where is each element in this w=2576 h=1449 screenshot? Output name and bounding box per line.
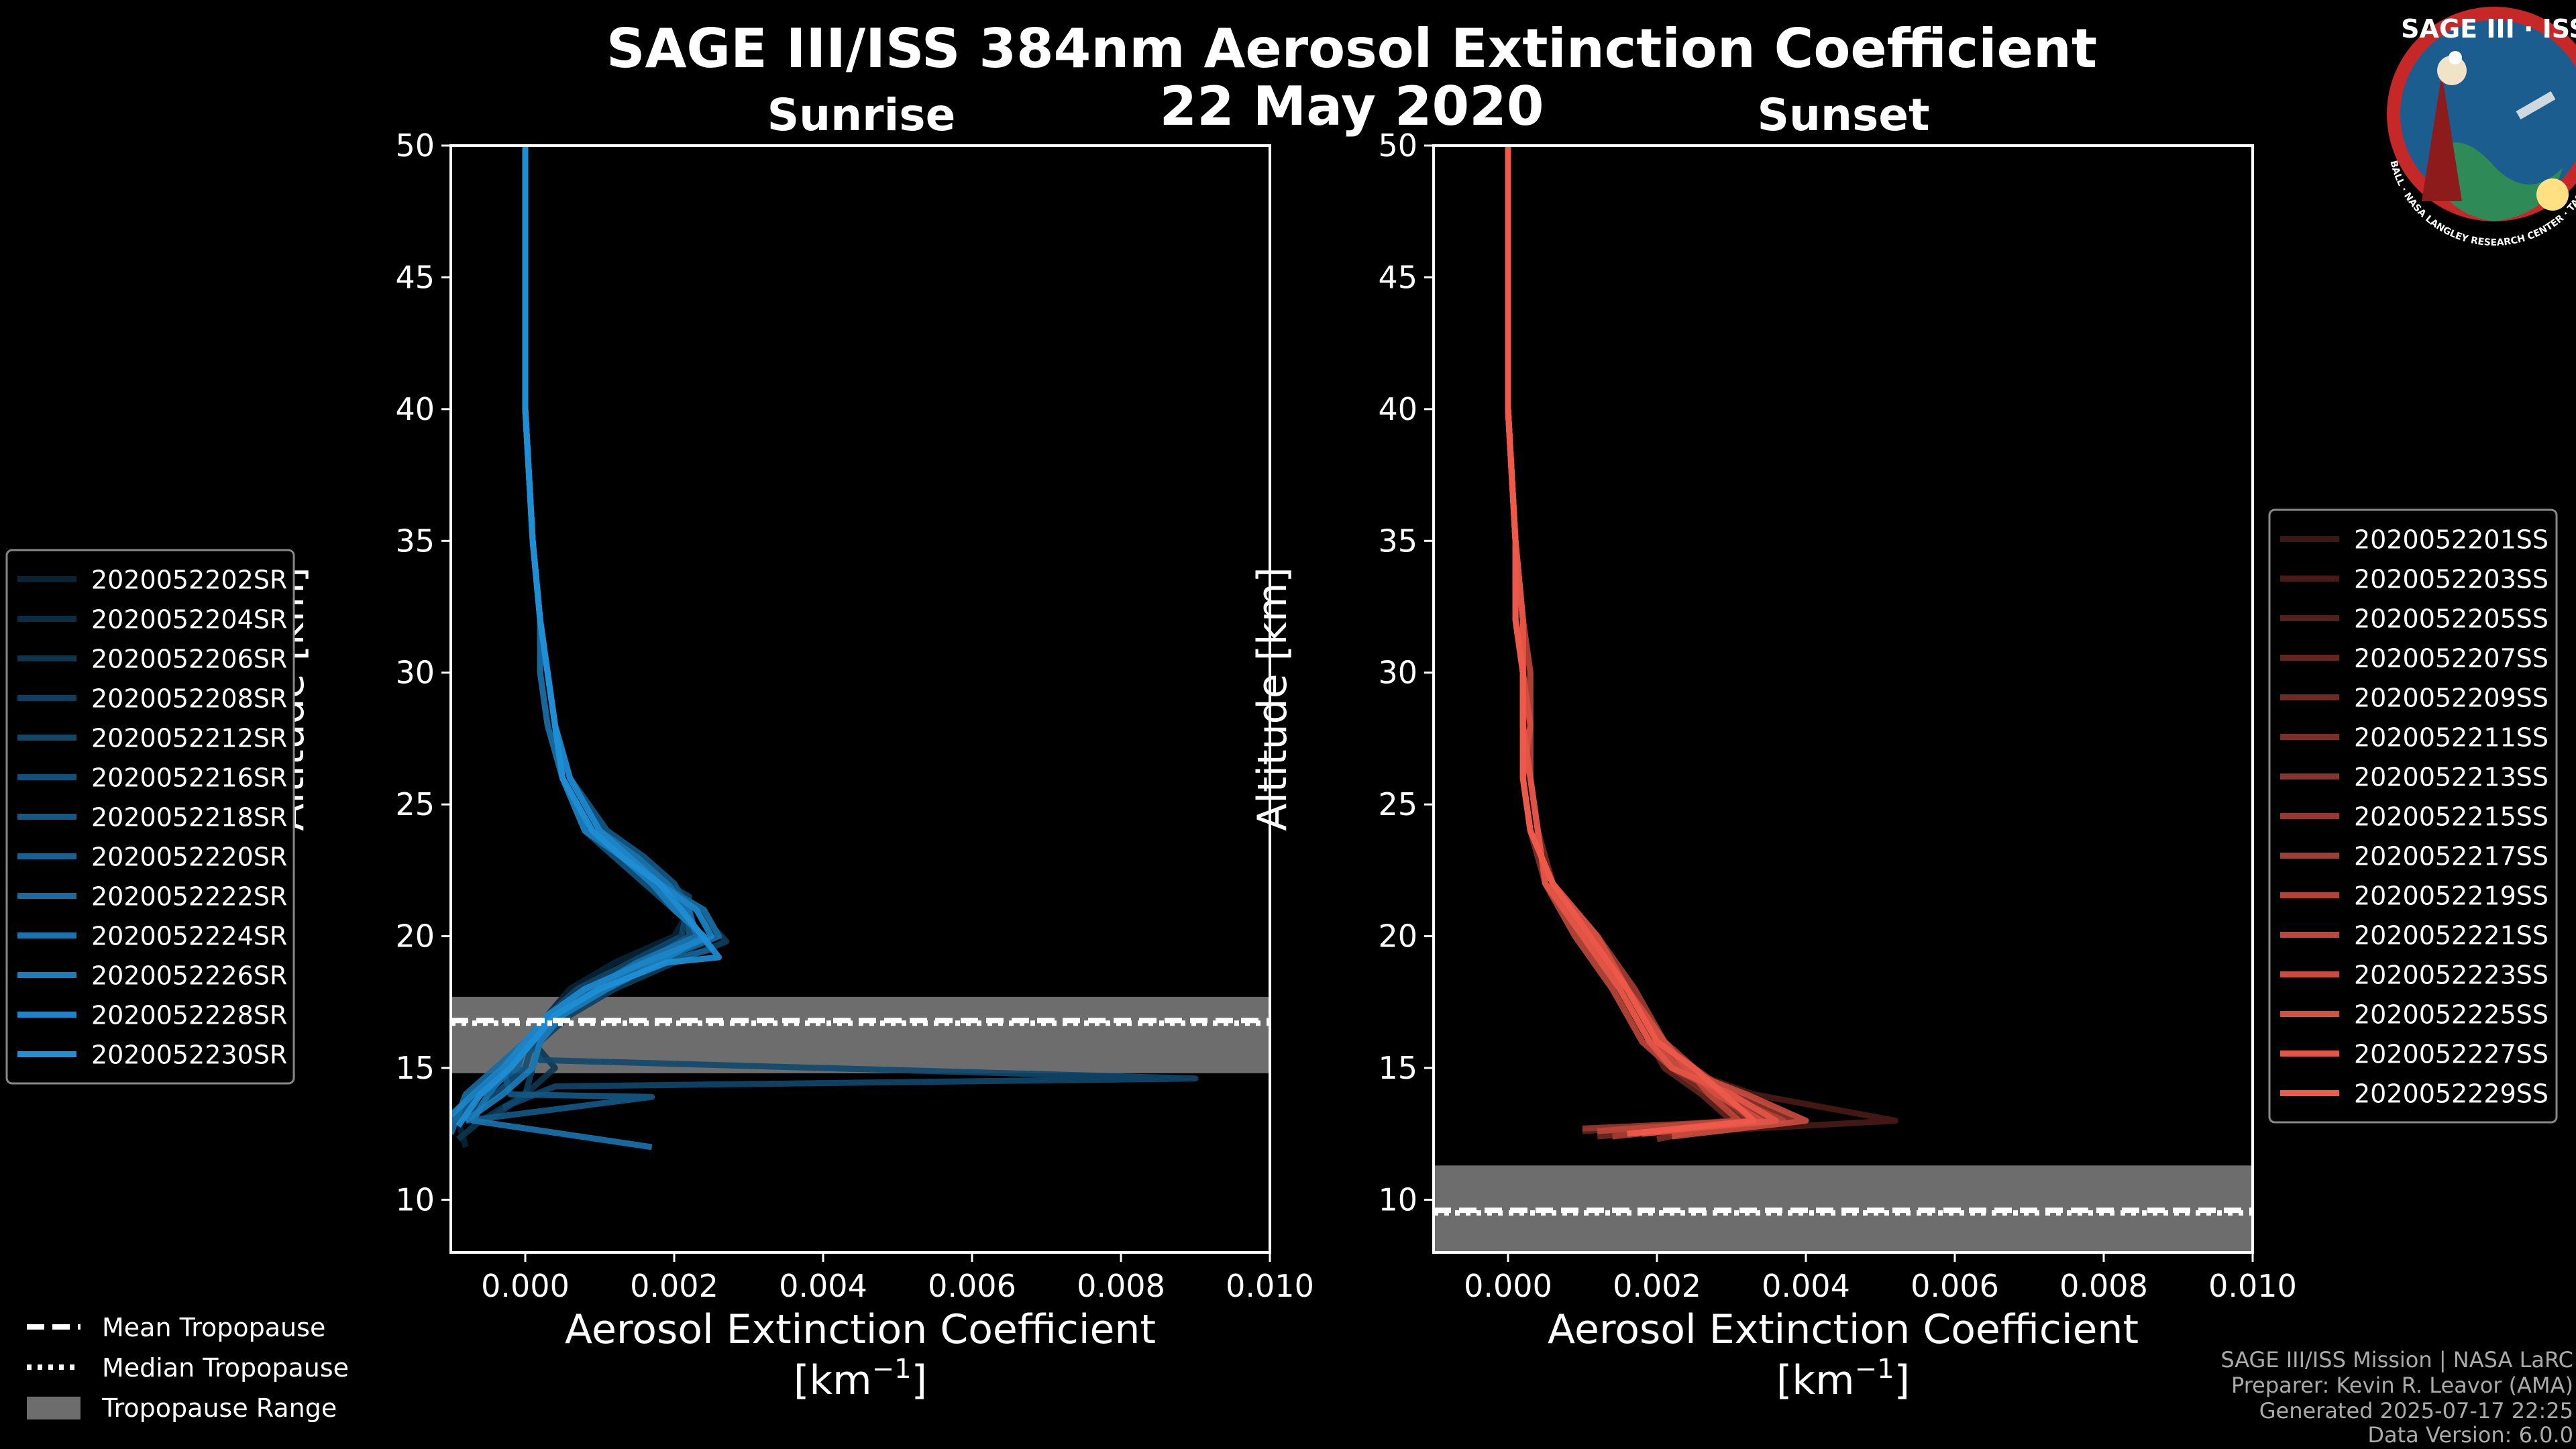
sunset-legend-label: 2020052215SS: [2354, 802, 2548, 832]
earth-icon: [2428, 142, 2563, 221]
credits: SAGE III/ISS Mission | NASA LaRC Prepare…: [2220, 1347, 2573, 1448]
sunset-legend-label: 2020052225SS: [2354, 1000, 2548, 1030]
sunrise-ytick-label: 40: [395, 391, 435, 427]
credit-generated: Generated 2025-07-17 22:25: [2259, 1398, 2573, 1424]
sunset-xlabel: Aerosol Extinction Coefficient: [1548, 1306, 2139, 1353]
sunrise-legend-label: 2020052206SR: [91, 645, 287, 674]
sunset-ytick-label: 50: [1378, 127, 1417, 164]
sunrise-xtick-label: 0.004: [779, 1268, 867, 1304]
sunset-legend-label: 2020052227SS: [2354, 1040, 2548, 1069]
logo-text: SAGE III · ISS: [2401, 14, 2576, 44]
sunset-panel: Sunset 0.000 0.002 0.004 0.006 0.008 0.010 10 15…: [1249, 89, 2297, 1404]
sunrise-panel: Sunrise 0.000 0.002 0.004 0.006 0.008 0.010 10 1…: [266, 89, 1314, 1404]
tropopause-range-swatch: [27, 1397, 80, 1419]
sunrise-legend-label: 2020052220SR: [91, 843, 287, 872]
sunrise-xtick-label: 0.006: [928, 1268, 1016, 1304]
iss-icon: [2516, 91, 2556, 120]
sunset-axes-frame: [1432, 144, 2254, 1254]
sunrise-legend-label: 2020052226SR: [91, 961, 287, 991]
star-icon: [2449, 51, 2462, 64]
sunrise-legend-label: 2020052216SR: [91, 763, 287, 793]
sunset-legend-box: [2268, 508, 2558, 1124]
tropopause-legend: Mean Tropopause Median Tropopause Tropop…: [27, 1313, 349, 1423]
sunset-ytick-label: 30: [1378, 655, 1417, 691]
sunset-panel-title: Sunset: [1757, 89, 1929, 141]
sage-logo: SAGE III · ISS BALL · NASA LANGLEY RESEA…: [2387, 7, 2576, 248]
sunset-profile-2020052229SS: [1505, 146, 1757, 1137]
sunrise-legend-label: 2020052230SR: [91, 1040, 287, 1070]
tropopause-range-label: Tropopause Range: [101, 1393, 337, 1423]
sunrise-legend-label: 2020052208SR: [91, 684, 287, 714]
sunset-xtick-label: 0.000: [1464, 1268, 1552, 1304]
credit-mission: SAGE III/ISS Mission | NASA LaRC: [2220, 1347, 2573, 1373]
sunset-ytick-label: 35: [1378, 523, 1417, 559]
sunrise-legend-label: 2020052224SR: [91, 922, 287, 951]
sunrise-legend-label: 2020052222SR: [91, 882, 287, 912]
sunrise-ytick-label: 50: [395, 127, 435, 164]
sunrise-ytick-label: 25: [395, 786, 435, 822]
figure-title: SAGE III/ISS 384nm Aerosol Extinction Co…: [606, 17, 2097, 80]
sunrise-axes-frame: [449, 144, 1271, 1254]
sunset-ytick-label: 45: [1378, 259, 1417, 295]
sunset-legend-label: 2020052229SS: [2354, 1079, 2548, 1109]
sunset-xtick-label: 0.006: [1911, 1268, 1999, 1304]
sunrise-profile-2020052230SR: [455, 146, 722, 1128]
sunrise-ytick-label: 20: [395, 918, 435, 955]
sunrise-legend-label: 2020052202SR: [91, 566, 287, 595]
astronomer-icon: [2422, 74, 2462, 201]
sunrise-ytick-label: 10: [395, 1181, 435, 1218]
sunrise-legend-label: 2020052228SR: [91, 1001, 287, 1030]
sunset-legend-label: 2020052201SS: [2354, 525, 2548, 555]
sunset-xtick-label: 0.004: [1762, 1268, 1850, 1304]
sunrise-xtick-label: 0.002: [630, 1268, 718, 1304]
sunrise-legend-label: 2020052212SR: [91, 724, 287, 753]
sunset-xtick-label: 0.002: [1613, 1268, 1701, 1304]
sunset-legend-label: 2020052217SS: [2354, 842, 2548, 871]
figure-date: 22 May 2020: [1160, 75, 1544, 138]
sunset-ytick-label: 25: [1378, 786, 1417, 822]
credit-preparer: Preparer: Kevin R. Leavor (AMA): [2231, 1373, 2573, 1398]
sunrise-xlabel-units: [km−1]: [794, 1354, 927, 1404]
sunset-ylabel: Altitude [km]: [1249, 567, 1296, 831]
sunset-legend-label: 2020052223SS: [2354, 961, 2548, 990]
credit-version: Data Version: 6.0.0: [2367, 1422, 2573, 1448]
sunrise-legend: 2020052202SR 2020052204SR 2020052206SR 2020…: [5, 549, 295, 1085]
sunrise-ytick-label: 15: [395, 1050, 435, 1086]
mean-tropopause-label: Mean Tropopause: [102, 1313, 325, 1342]
sunrise-ytick-label: 45: [395, 259, 435, 295]
sunset-legend-label: 2020052205SS: [2354, 604, 2548, 634]
sunrise-xtick-label: 0.000: [481, 1268, 570, 1304]
sunrise-ytick-label: 30: [395, 655, 435, 691]
sunrise-panel-title: Sunrise: [767, 89, 956, 141]
sunset-legend-label: 2020052219SS: [2354, 881, 2548, 911]
sunrise-legend-label: 2020052218SR: [91, 803, 287, 833]
sunset-legend-label: 2020052211SS: [2354, 723, 2548, 753]
sunset-legend-label: 2020052221SS: [2354, 921, 2548, 951]
sunrise-legend-box: [5, 549, 295, 1085]
sun-icon: [2536, 178, 2569, 211]
sunset-ytick-label: 40: [1378, 391, 1417, 427]
sunset-legend: 2020052201SS 2020052203SS 2020052205SS 2020…: [2268, 508, 2558, 1124]
sunset-legend-label: 2020052207SS: [2354, 644, 2548, 674]
sunset-xtick-label: 0.008: [2059, 1268, 2148, 1304]
sunrise-xtick-label: 0.008: [1077, 1268, 1165, 1304]
sunrise-ytick-label: 35: [395, 523, 435, 559]
sunrise-xtick-label: 0.010: [1226, 1268, 1314, 1304]
sunset-xtick-label: 0.010: [2208, 1268, 2297, 1304]
sunset-legend-label: 2020052213SS: [2354, 763, 2548, 792]
sunset-legend-label: 2020052209SS: [2354, 684, 2548, 713]
sunrise-legend-label: 2020052204SR: [91, 605, 287, 635]
sunset-ytick-label: 10: [1378, 1181, 1417, 1218]
sunset-ytick-label: 15: [1378, 1050, 1417, 1086]
median-tropopause-label: Median Tropopause: [102, 1353, 349, 1383]
sunset-ytick-label: 20: [1378, 918, 1417, 955]
sunrise-xlabel: Aerosol Extinction Coefficient: [565, 1306, 1156, 1353]
sunset-legend-label: 2020052203SS: [2354, 565, 2548, 594]
sunset-xlabel-units: [km−1]: [1776, 1354, 1910, 1404]
